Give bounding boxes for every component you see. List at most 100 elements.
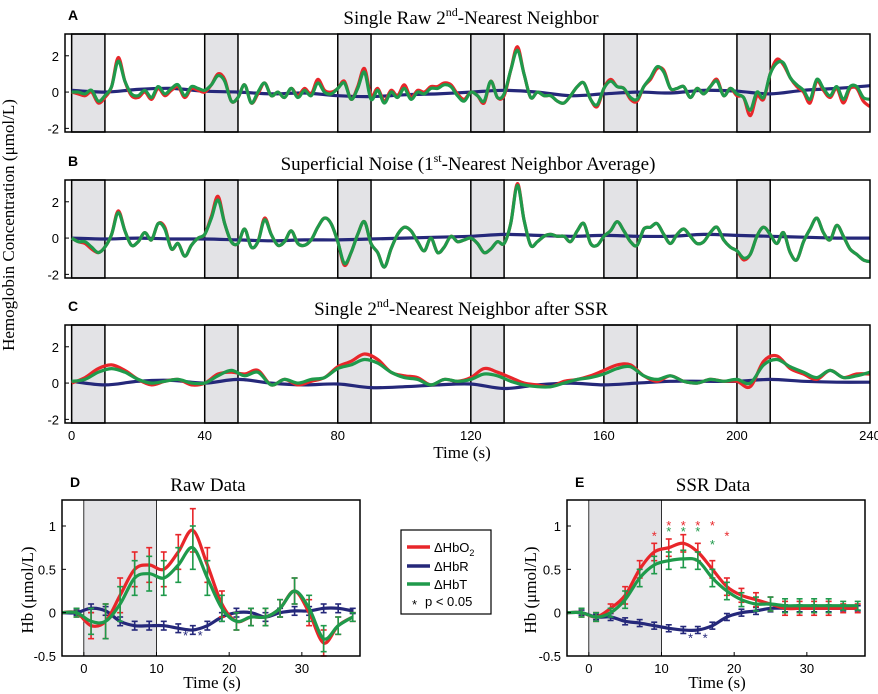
panel-a-title-part2: -Nearest Neighbor [458,8,600,29]
panel-e-frame [566,499,866,657]
legend-hbr-label: ΔHbR [434,559,469,574]
panel-b-ytick-label: 0 [52,231,59,246]
panel-b-title-part1: Superficial Noise (1 [281,154,434,175]
panel-d-sig-star: * [183,628,188,643]
panel-e-letter: E [575,474,584,490]
panel-c-series-hbt [71,357,870,389]
panel-c-frame [64,324,871,424]
panel-d-plot: * *-0.500.510 10 20 30 [34,499,361,676]
panel-c-ytick-label: -2 [47,412,59,427]
panel-a-stim-block [70,33,106,133]
panel-e-plot: * * * ** ** * *** *-0.500.510 10 20 30 [539,499,866,676]
panel-d-title: Raw Data [170,475,246,496]
panel-a-ytick-label: -2 [47,121,59,136]
panel-d-xtick-label: 30 [295,661,309,676]
panel-a-stim-block [470,33,505,133]
legend-hbt-label: ΔHbT [434,577,467,592]
panel-e-stim-block [588,500,662,656]
panel-d-xtick-label: 0 [80,661,87,676]
panel-a-frame [64,33,871,133]
panel-e-sig-star: * [681,524,686,539]
panel-b-series-hbr [71,232,870,243]
panel-a-ytick-label: 0 [52,85,59,100]
panel-e-xtick-label: 0 [585,661,592,676]
panel-d-xtick-label: 20 [222,661,236,676]
panel-b-frame [64,179,871,279]
panel-e-xtick-label: 20 [727,661,741,676]
panel-c-xtick-label: 160 [593,428,615,443]
panel-b-plot: -2 0 2 [47,179,871,282]
panel-d-ytick-label: 0 [49,606,56,621]
legend-box [400,529,492,615]
panel-a-title: Single Raw 2nd-Nearest Neighbor [343,5,599,29]
panel-a-title-part1: Single Raw 2 [343,8,445,29]
legend-sig-marker: * [412,597,417,612]
panel-e-sig-star: * [724,528,729,543]
panel-b-title-sup: st [434,151,443,165]
legend-hbo2-sub: 2 [469,548,474,558]
panel-b-stim-block [470,179,505,279]
panel-a-plot: -2 0 2 [47,33,871,136]
panel-e-ytick-label: 0.5 [543,562,561,577]
panel-e-sig-star: * [666,518,671,533]
panel-e-sig-star: * [710,537,715,552]
panel-e-xtick-label: 10 [654,661,668,676]
panel-d-ytick-label: -0.5 [34,649,56,664]
panel-e-sig-star: * [710,518,715,533]
panel-c-stim-block [736,324,771,424]
panel-e-ytick-label: -0.5 [539,649,561,664]
panel-d-ytick-label: 0.5 [38,562,56,577]
panel-a-letter: A [68,7,78,23]
panel-a-series-hbt [71,48,870,112]
legend-hbo2-label: ΔHbO2 [434,540,474,558]
shared-ylabel: Hemoglobin Concentration (μmol/L) [0,99,18,351]
panel-e-xtick-label: 30 [800,661,814,676]
panel-d-sig-star: * [198,628,203,643]
legend-hbo2-text: ΔHbO [434,540,469,555]
panel-c-xtick-label: 80 [331,428,345,443]
panel-c-xtick-label: 40 [197,428,211,443]
legend-sig-label: p < 0.05 [425,594,472,609]
panel-e-sig-star: * [703,631,708,646]
panel-e-sig-star: * [652,528,657,543]
panel-e-sig-star: * [666,524,671,539]
panel-d-letter: D [70,474,80,490]
panel-c-title-part1: Single 2 [314,299,377,320]
panel-c-ytick-label: 0 [52,376,59,391]
panel-c-title-part2: -Nearest Neighbor after SSR [389,299,608,320]
panel-c-stim-block [603,324,638,424]
panel-e-sig-star: * [695,518,700,533]
legend: ΔHbO2 ΔHbR ΔHbT * p < 0.05 [400,529,492,615]
panel-d-frame [61,499,361,657]
panel-b-letter: B [68,153,78,169]
panel-b-stim-block [203,179,239,279]
panel-e-ytick-label: 0 [554,606,561,621]
panel-b-stim-block [603,179,638,279]
panel-c-xtick-label: 120 [460,428,482,443]
panel-b-title: Superficial Noise (1st-Nearest Neighbor … [281,151,656,175]
panel-c-xtick-label: 0 [68,428,75,443]
panel-c-ytick-label: 2 [52,340,59,355]
panel-c-xtick-label: 240 [859,428,878,443]
panel-c-xlabel: Time (s) [433,443,490,462]
panel-b-ytick-label: -2 [47,267,59,282]
panel-d-xlabel: Time (s) [183,673,240,692]
panel-b-title-part2: -Nearest Neighbor Average) [442,154,656,175]
panel-e-ytick-label: 1 [554,519,561,534]
panel-e-sig-star: * [695,524,700,539]
panel-e-sig-star: * [688,631,693,646]
panel-a-title-sup: nd [446,5,458,19]
panel-c-title-sup: nd [377,296,389,310]
panel-a-stim-block [203,33,239,133]
panel-b-series-hbt [70,183,870,269]
panel-c-letter: C [68,298,78,314]
panel-a-stim-block [736,33,771,133]
panel-c-xtick-label: 200 [726,428,748,443]
panel-c-stim-block [337,324,372,424]
panel-e-ylabel: Hb (μmol/L) [521,546,540,633]
panel-d-ytick-label: 1 [49,519,56,534]
panel-a-ytick-label: 2 [52,49,59,64]
panel-e-sig-star: * [681,518,686,533]
